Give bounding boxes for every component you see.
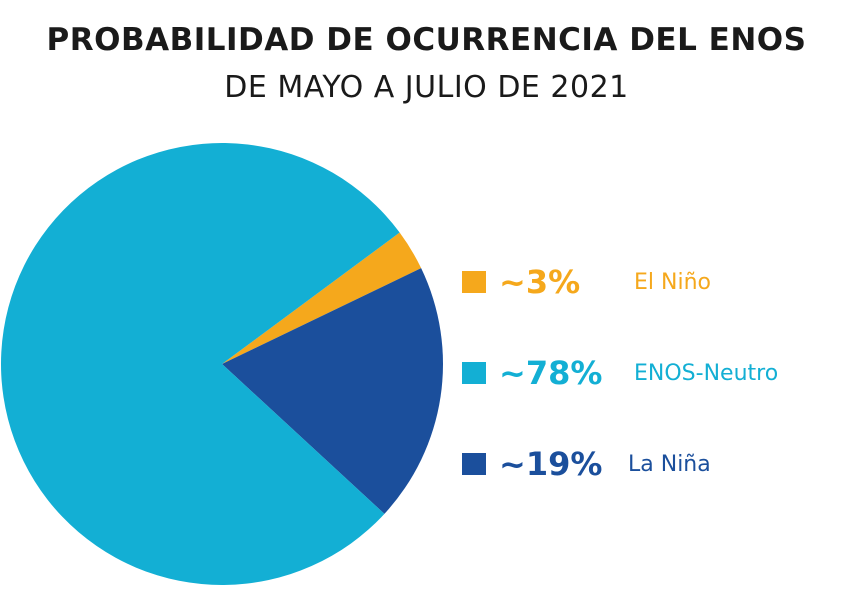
pie-slice-el-nino [222, 232, 422, 364]
legend-item-el-nino: ~3% El Niño [462, 262, 711, 302]
chart-title: PROBABILIDAD DE OCURRENCIA DEL ENOS [46, 22, 807, 58]
legend-label-el-nino: El Niño [634, 269, 711, 295]
legend-item-la-nina: ~19% La Niña [462, 444, 711, 484]
chart-subtitle: DE MAYO A JULIO DE 2021 [224, 70, 629, 105]
legend-swatch-el-nino [462, 271, 486, 293]
legend-label-la-nina: La Niña [628, 451, 711, 477]
legend-label-neutro: ENOS-Neutro [634, 360, 779, 386]
legend-swatch-la-nina [462, 453, 486, 475]
pie-slice-la-nina [222, 268, 444, 514]
pie-slices [1, 143, 444, 586]
legend-value-la-nina: ~19% [499, 445, 603, 483]
legend-swatch-neutro [462, 362, 486, 384]
legend-item-neutro: ~78% ENOS-Neutro [462, 353, 778, 393]
legend-value-neutro: ~78% [499, 354, 603, 392]
legend-value-el-nino: ~3% [499, 263, 581, 301]
pie-slice-neutro [1, 143, 400, 586]
